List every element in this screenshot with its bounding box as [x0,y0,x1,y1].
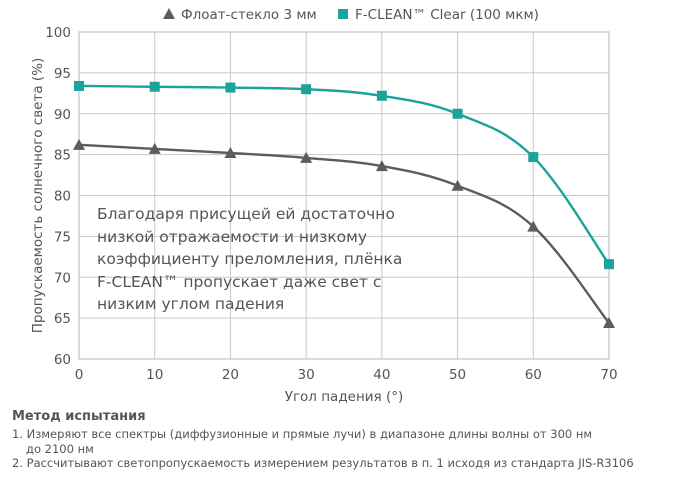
series-f-clean [74,80,614,270]
series-lines [73,80,615,329]
legend-label: F-CLEAN™ Clear (100 мкм) [355,7,539,23]
line-chart: 0 10 20 30 40 50 60 70 60 65 70 75 80 85 90 95 100 Флоат… [30,7,618,405]
x-tick-label: 30 [298,367,315,383]
data-point-triangle [603,317,615,329]
test-method-title: Метод испытания [12,409,146,424]
test-method-step-2: 2. Рассчитывают светопропускаемость изме… [12,456,634,470]
legend-item: Флоат-стекло 3 мм [163,7,317,23]
data-point-triangle [527,220,540,232]
x-tick-label: 10 [146,367,163,383]
test-method-step-1: 1. Измеряют все спектры (диффузионные и … [12,427,672,456]
data-point-square [74,80,84,91]
data-point-triangle [224,146,237,158]
data-point-triangle [148,142,161,154]
data-point-square [149,81,160,92]
y-tick-label: 70 [54,270,71,286]
data-point-triangle [73,138,85,150]
y-tick-label: 65 [54,311,71,327]
axes: 0 10 20 30 40 50 60 70 60 65 70 75 80 85 90 95 100 [45,25,617,383]
y-tick-label: 80 [54,189,71,205]
x-tick-label: 40 [373,367,390,383]
plot-frame [78,31,610,360]
data-point-triangle [163,8,175,19]
test-method-step-1-text: 1. Измеряют все спектры (диффузионные и … [12,427,593,441]
x-tick-label: 50 [449,367,466,383]
x-axis-label: Угол падения (°) [285,389,404,405]
data-point-square [604,259,614,270]
data-point-triangle [300,151,313,163]
data-point-square [528,152,539,163]
test-method: Метод испытания 1. Измеряют все спектры … [12,409,672,471]
x-tick-label: 20 [222,367,239,383]
data-point-square [338,9,348,19]
x-tick-label: 70 [600,367,617,383]
x-tick-label: 0 [75,367,84,383]
data-point-square [301,84,312,95]
y-axis-label: Пропускаемость солнечного света (%) [30,58,46,334]
y-tick-label: 85 [54,148,71,164]
data-point-square [376,90,387,101]
data-point-triangle [375,160,388,172]
data-point-square [225,82,236,93]
y-tick-label: 75 [54,229,71,245]
series-float-glass [73,138,615,329]
data-point-triangle [451,179,464,191]
legend-label: Флоат-стекло 3 мм [181,7,317,23]
y-tick-label: 60 [54,352,71,368]
y-tick-label: 95 [54,66,71,82]
y-tick-label: 100 [45,25,71,41]
x-tick-label: 60 [525,367,542,383]
legend-item: F-CLEAN™ Clear (100 мкм) [338,7,539,23]
data-point-square [452,108,463,119]
chart-annotation: Благодаря присущей ей достаточно низкой … [97,205,403,313]
test-method-step-1-continuation: до 2100 нм [26,441,94,456]
legend: Флоат-стекло 3 мм F-CLEAN™ Clear (100 мкм… [163,7,539,23]
y-tick-label: 90 [54,107,71,123]
